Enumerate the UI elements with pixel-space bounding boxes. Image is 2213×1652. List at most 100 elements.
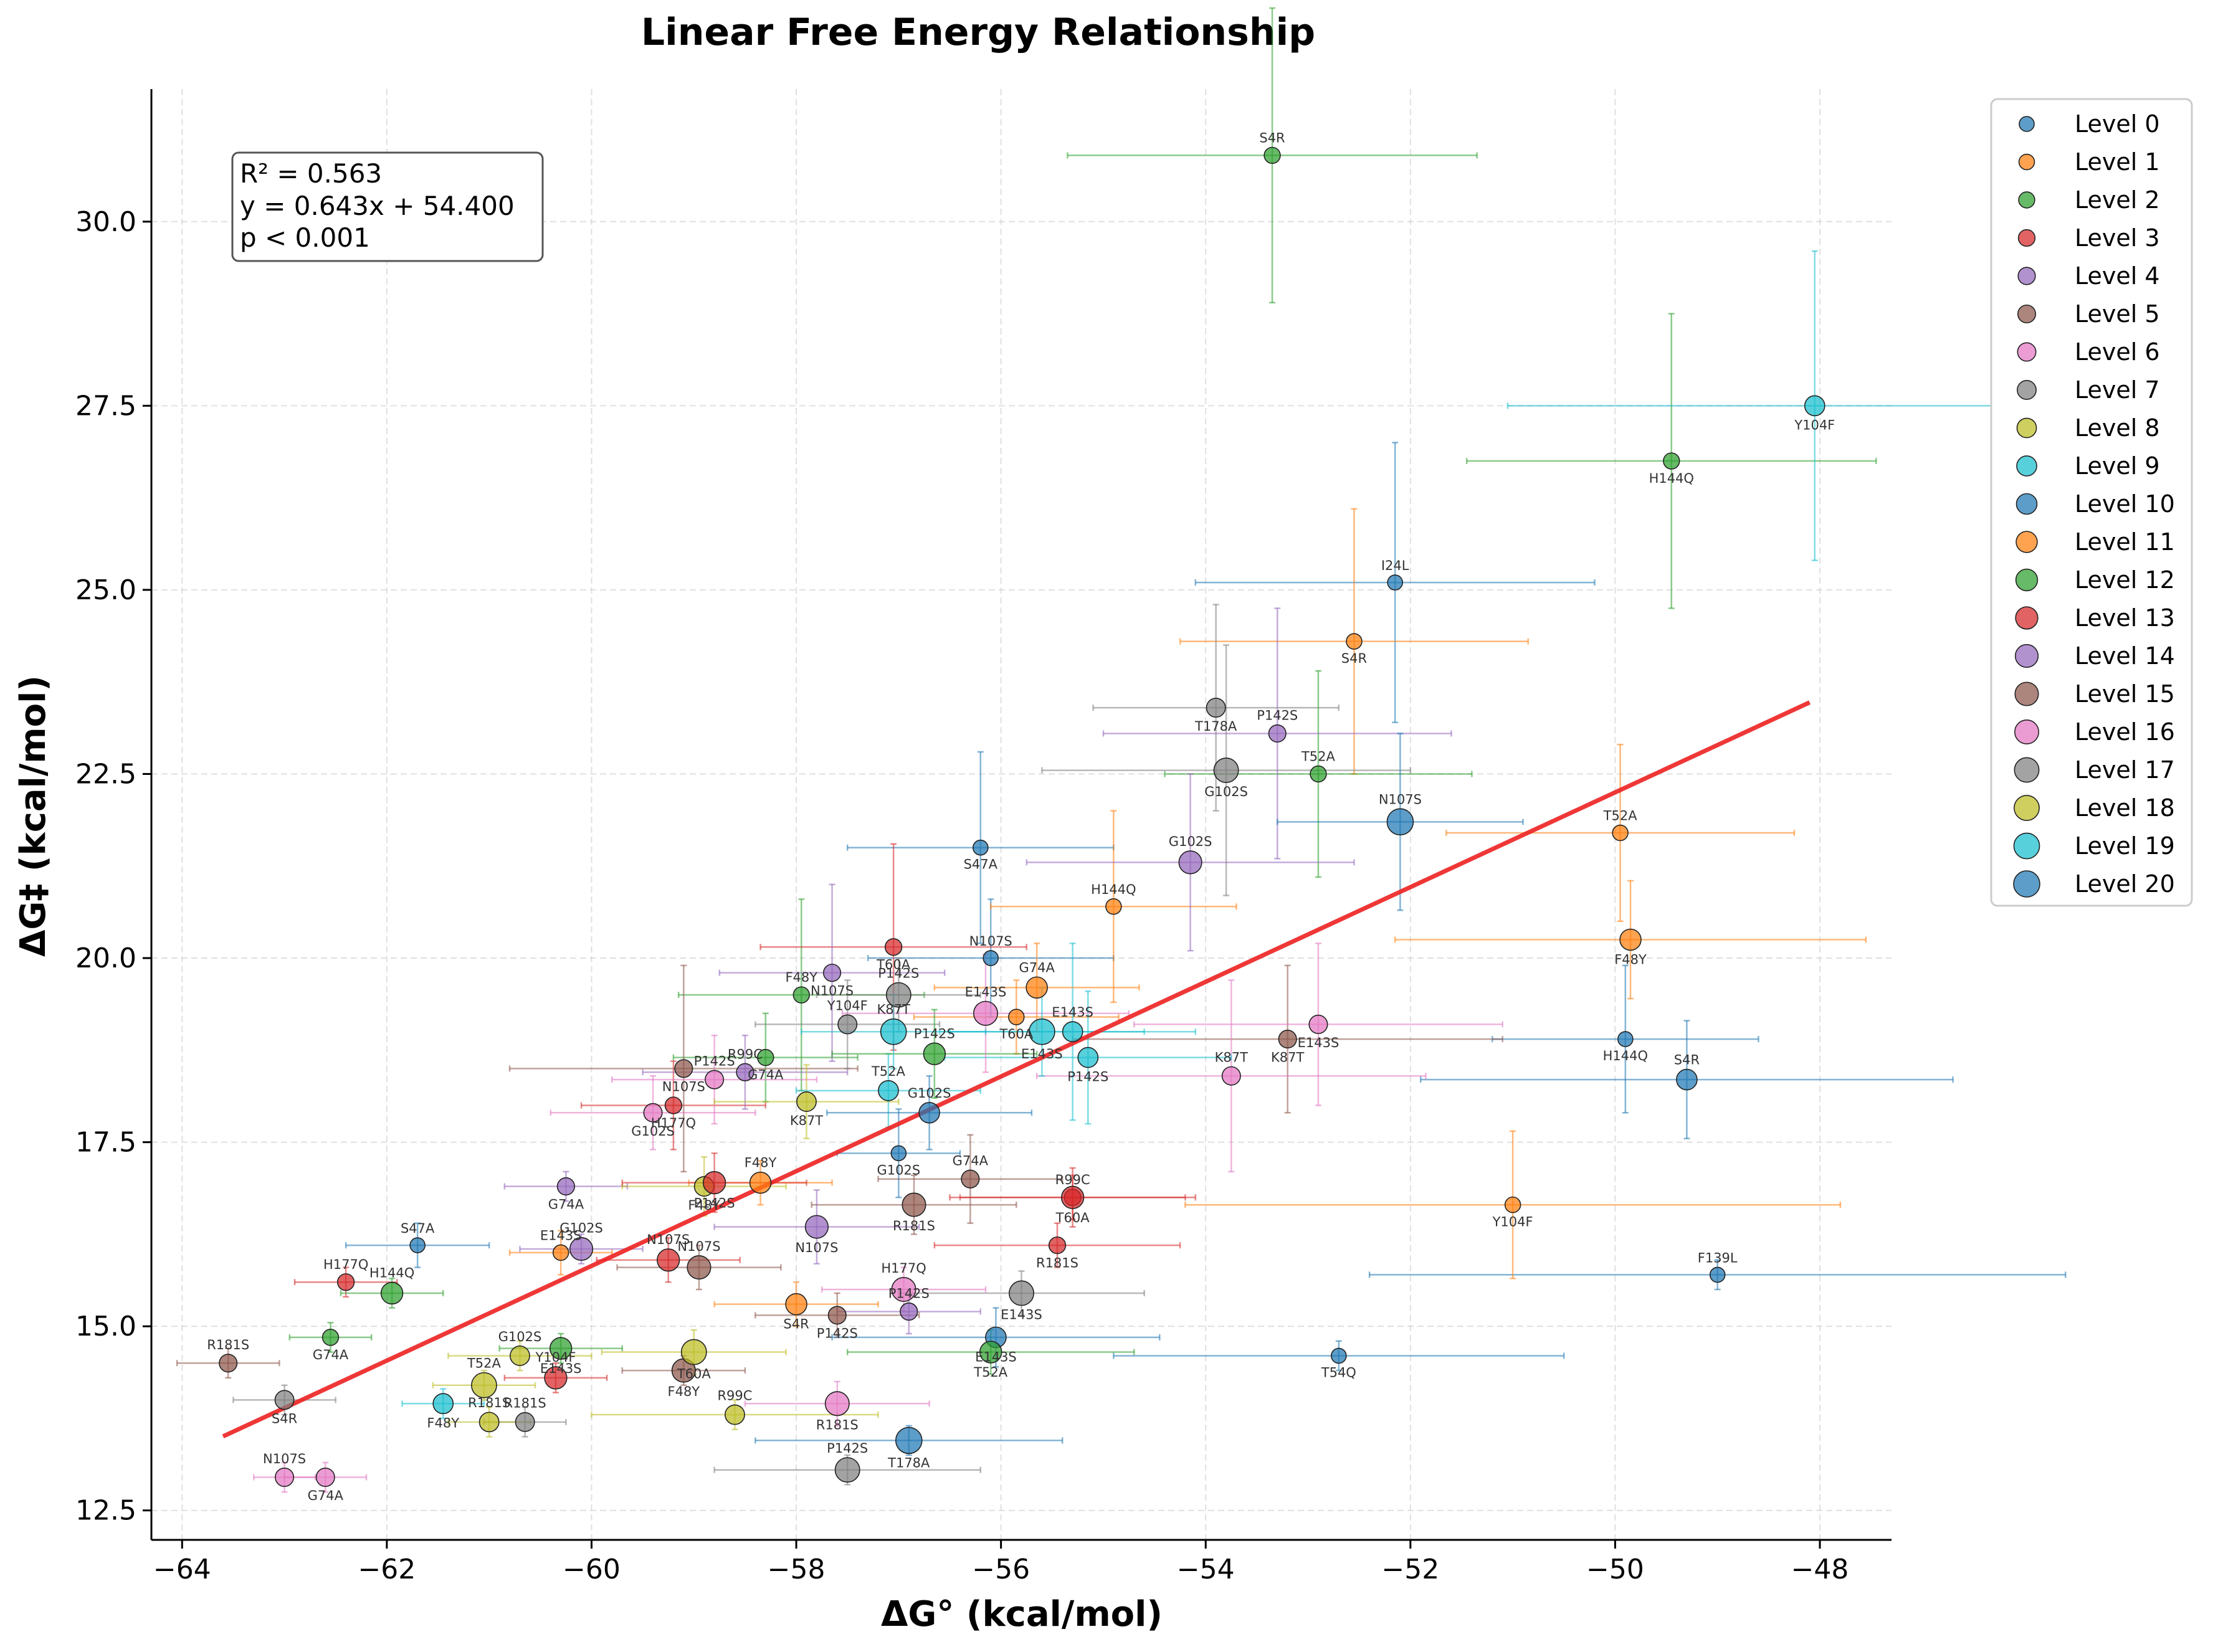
- data-point: [895, 1427, 923, 1455]
- data-point: [918, 1102, 940, 1124]
- point-label: S4R: [1674, 1053, 1700, 1068]
- data-point: [664, 1096, 683, 1114]
- data-point: [380, 1281, 404, 1305]
- point-label: R99C: [717, 1388, 752, 1403]
- data-point: [736, 1063, 754, 1081]
- point-label: G102S: [559, 1221, 603, 1236]
- point-label: S4R: [1341, 651, 1367, 666]
- data-point: [1048, 1236, 1067, 1255]
- point-label: T52A: [1301, 749, 1336, 764]
- legend-marker: [2016, 417, 2037, 439]
- point-label: R181S: [504, 1396, 546, 1411]
- legend-label: Level 17: [2075, 756, 2175, 784]
- x-tick-label: −56: [972, 1554, 1030, 1585]
- y-tick-label: 30.0: [75, 206, 136, 238]
- data-point: [552, 1244, 569, 1261]
- legend-marker: [2016, 455, 2037, 477]
- data-point: [983, 950, 999, 966]
- legend-label: Level 20: [2075, 870, 2175, 898]
- legend-label: Level 14: [2075, 642, 2175, 670]
- point-label: Y104F: [827, 998, 868, 1013]
- point-label: R99C: [728, 1047, 763, 1061]
- data-point: [1026, 976, 1048, 999]
- point-label: E143S: [1021, 1047, 1063, 1061]
- data-point: [891, 1277, 916, 1303]
- point-label: F48Y: [427, 1415, 459, 1430]
- point-label: T178A: [1194, 719, 1237, 734]
- data-point: [1676, 1068, 1698, 1091]
- data-point: [643, 1103, 663, 1123]
- legend-marker: [2014, 681, 2039, 706]
- legend-marker: [2015, 531, 2038, 553]
- legend-label: Level 6: [2075, 338, 2160, 366]
- y-tick-label: 17.5: [75, 1127, 136, 1159]
- data-point: [834, 1457, 860, 1483]
- legend-marker: [2018, 153, 2035, 171]
- point-label: G74A: [313, 1347, 349, 1362]
- data-point: [432, 1393, 454, 1415]
- data-point: [680, 1339, 707, 1365]
- point-label: T52A: [871, 1064, 906, 1079]
- point-label: T54Q: [1321, 1365, 1356, 1380]
- point-label: T60A: [999, 1027, 1034, 1042]
- data-point: [1612, 824, 1629, 842]
- data-point: [1077, 1047, 1099, 1068]
- data-point: [705, 1070, 725, 1089]
- point-label: R99C: [1055, 1172, 1090, 1187]
- point-label: S47A: [964, 857, 998, 872]
- data-point: [878, 1080, 899, 1101]
- point-label: N107S: [647, 1232, 690, 1247]
- legend-label: Level 10: [2075, 490, 2175, 518]
- legend-label: Level 2: [2075, 186, 2160, 214]
- data-point: [1709, 1266, 1726, 1283]
- point-labels: I24L T54Q F139L H144Q N107S S47A S47A G102S S4R T…: [207, 131, 1835, 1504]
- data-point: [884, 938, 903, 956]
- point-label: Y104F: [1492, 1215, 1533, 1230]
- data-point: [337, 1273, 355, 1291]
- point-label: F48Y: [1614, 952, 1647, 967]
- data-point: [796, 1091, 817, 1112]
- point-label: G102S: [498, 1329, 542, 1344]
- data-point: [822, 964, 842, 982]
- data-point: [471, 1372, 497, 1398]
- data-point: [1278, 1030, 1297, 1049]
- data-point: [1386, 808, 1414, 836]
- legend-label: Level 13: [2075, 604, 2175, 632]
- stats-r-squared: R² = 0.563: [240, 158, 382, 189]
- data-point: [1008, 1009, 1025, 1025]
- point-label: T60A: [677, 1367, 711, 1382]
- data-point: [674, 1059, 693, 1078]
- point-label: T52A: [973, 1365, 1008, 1380]
- data-point: [515, 1412, 535, 1432]
- legend-label: Level 18: [2075, 794, 2175, 822]
- x-axis-label: ΔG° (kcal/mol): [881, 1594, 1163, 1635]
- data-point: [725, 1404, 745, 1425]
- data-point: [1264, 146, 1281, 164]
- data-point: [275, 1468, 295, 1488]
- point-label: P142S: [1257, 708, 1298, 723]
- point-label: E143S: [975, 1349, 1017, 1364]
- data-point: [321, 1329, 340, 1346]
- data-point: [657, 1248, 680, 1272]
- data-point: [1617, 1031, 1634, 1047]
- point-label: P142S: [827, 1441, 868, 1456]
- legend-marker: [2014, 719, 2040, 745]
- legend-label: Level 16: [2075, 718, 2175, 746]
- point-label: E143S: [1052, 1005, 1093, 1020]
- data-point: [972, 839, 989, 856]
- point-label: F48Y: [668, 1384, 700, 1399]
- x-tick-label: −58: [768, 1554, 826, 1585]
- data-point: [757, 1048, 774, 1066]
- point-label: G102S: [1169, 834, 1212, 849]
- point-label: P142S: [694, 1195, 735, 1210]
- data-point: [973, 1000, 998, 1026]
- data-point: [1206, 698, 1226, 718]
- data-point: [1804, 395, 1825, 417]
- axis-ticks: −64 −62 −60 −58 −56 −54 −52 −50 −48 12.5 15.0 17.5 2…: [75, 206, 1849, 1585]
- point-label: H144Q: [369, 1266, 414, 1281]
- data-point: [1009, 1280, 1034, 1306]
- data-point: [315, 1468, 335, 1488]
- data-point: [1663, 452, 1680, 470]
- x-tick-label: −52: [1381, 1554, 1439, 1585]
- point-label: G74A: [548, 1197, 584, 1212]
